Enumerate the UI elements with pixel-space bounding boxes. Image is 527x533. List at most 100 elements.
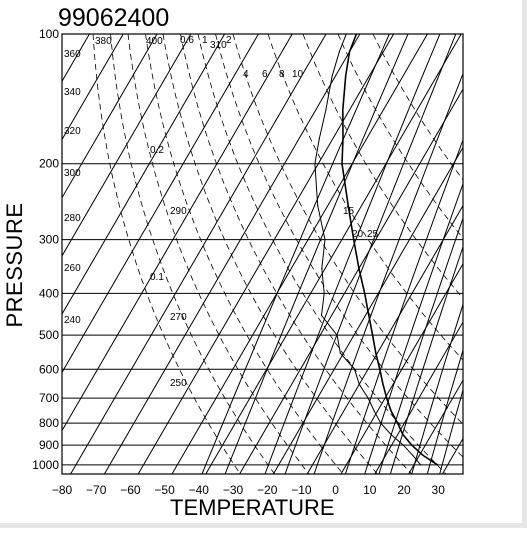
dry-adiabat-label: 320 (64, 126, 81, 137)
isotherm-gridline (171, 34, 428, 474)
dewpoint-point (314, 163, 316, 165)
mixing-ratio-label: 8 (279, 69, 285, 80)
x-tick-label: 0 (332, 483, 339, 497)
dry-adiabat-line (372, 34, 463, 181)
mixing-ratio-line (426, 348, 463, 474)
mixing-ratio-label: 6 (262, 69, 268, 80)
temperature-point (342, 138, 344, 140)
dewpoint-point (380, 422, 382, 424)
isotherm-gridline (62, 34, 192, 257)
y-axis-label: PRESSURE (2, 202, 27, 328)
isotherm-gridline (62, 34, 124, 141)
isotherm-gridline (70, 34, 327, 474)
isotherm-gridline (441, 437, 463, 474)
dry-adiabat-line (337, 34, 463, 239)
mixing-ratio-label: 0.2 (150, 145, 164, 156)
mixing-ratio-line (201, 34, 390, 474)
dry-adiabat-line (267, 34, 463, 361)
dry-adiabat-line (127, 34, 310, 474)
isotherm-gridline (103, 34, 361, 474)
y-tick-label: 200 (39, 157, 59, 171)
y-tick-label: 400 (39, 286, 59, 300)
dry-adiabat-label: 250 (170, 378, 187, 389)
x-tick-label: −40 (189, 483, 210, 497)
dry-adiabat-label: 290 (170, 206, 187, 217)
dry-adiabat-label: 280 (64, 213, 81, 224)
mixing-ratio-line (224, 34, 409, 474)
chart-title: 99062400 (58, 4, 170, 32)
temperature-point (341, 163, 343, 165)
dry-adiabat-label: 340 (64, 87, 81, 98)
temperature-point (436, 464, 439, 466)
dewpoint-point (402, 444, 404, 446)
temperature-point (411, 444, 413, 446)
window-edge-right (522, 0, 527, 528)
mixing-ratio-line (411, 302, 463, 474)
isotherm-gridline (239, 88, 463, 474)
dry-adiabat-line (110, 34, 275, 474)
dewpoint-point (325, 109, 327, 111)
isotherm-gridline (62, 34, 158, 199)
dry-adiabat-label: 310 (210, 40, 227, 51)
dewpoint-point (339, 352, 341, 354)
dewpoint-point (331, 75, 333, 77)
x-tick-label: −70 (86, 483, 107, 497)
dry-adiabat-line (197, 34, 447, 474)
dry-adiabat-label: 360 (64, 49, 81, 60)
mixing-ratio-line (364, 182, 463, 474)
dry-adiabat-line (232, 34, 463, 425)
temperature-point (382, 383, 384, 385)
y-tick-label: 600 (39, 362, 59, 376)
temperature-point (347, 204, 349, 207)
temperature-point (371, 334, 374, 336)
y-tick-label: 300 (39, 233, 59, 247)
isotherm-gridline (205, 34, 462, 474)
dry-adiabat-label: 300 (64, 168, 81, 179)
dry-adiabat-label: 380 (95, 36, 112, 47)
isotherm-gridline (137, 34, 395, 474)
temperature-point (364, 292, 366, 295)
temperature-point (379, 368, 381, 370)
dewpoint-point (367, 397, 369, 399)
y-tick-label: 800 (39, 416, 59, 430)
mixing-ratio-label: 10 (292, 69, 304, 80)
x-tick-label: −20 (257, 483, 278, 497)
temperature-point (345, 75, 347, 77)
x-tick-label: 10 (363, 483, 377, 497)
y-tick-label: 900 (39, 438, 59, 452)
y-tick-label: 500 (39, 328, 59, 342)
temperature-point (375, 352, 377, 354)
dewpoint-point (390, 433, 392, 436)
dewpoint-point (323, 292, 325, 295)
dewpoint-point (373, 410, 375, 412)
temperature-point (396, 422, 399, 424)
x-tick-label: −60 (120, 483, 141, 497)
dewpoint-point (317, 204, 319, 207)
dry-adiabat-line (145, 34, 344, 474)
dewpoint-point (321, 267, 323, 270)
dewpoint-point (318, 138, 320, 140)
dewpoint-point (420, 464, 422, 466)
dry-adiabat-label: 240 (64, 315, 81, 326)
dewpoint-point (336, 334, 338, 336)
mixing-ratio-line (378, 216, 463, 474)
dewpoint-profile-line (314, 34, 422, 466)
dewpoint-point (338, 51, 340, 53)
mixing-ratio-label: 15 (343, 206, 355, 217)
dry-adiabat-line (302, 34, 463, 299)
dewpoint-point (324, 238, 326, 241)
x-tick-label: 30 (432, 483, 446, 497)
dewpoint-point (320, 314, 323, 317)
isotherm-gridline (374, 321, 463, 474)
dry-adiabat-line (162, 34, 378, 474)
window-edge-bottom (0, 523, 527, 528)
dewpoint-point (353, 368, 356, 370)
temperature-point (368, 314, 370, 317)
mixing-ratio-line (313, 72, 463, 474)
chart-lines (62, 34, 527, 474)
x-tick-label: −30 (223, 483, 244, 497)
x-tick-label: 20 (397, 483, 411, 497)
mixing-ratio-line (344, 138, 463, 474)
isotherm-gridline (476, 34, 527, 474)
